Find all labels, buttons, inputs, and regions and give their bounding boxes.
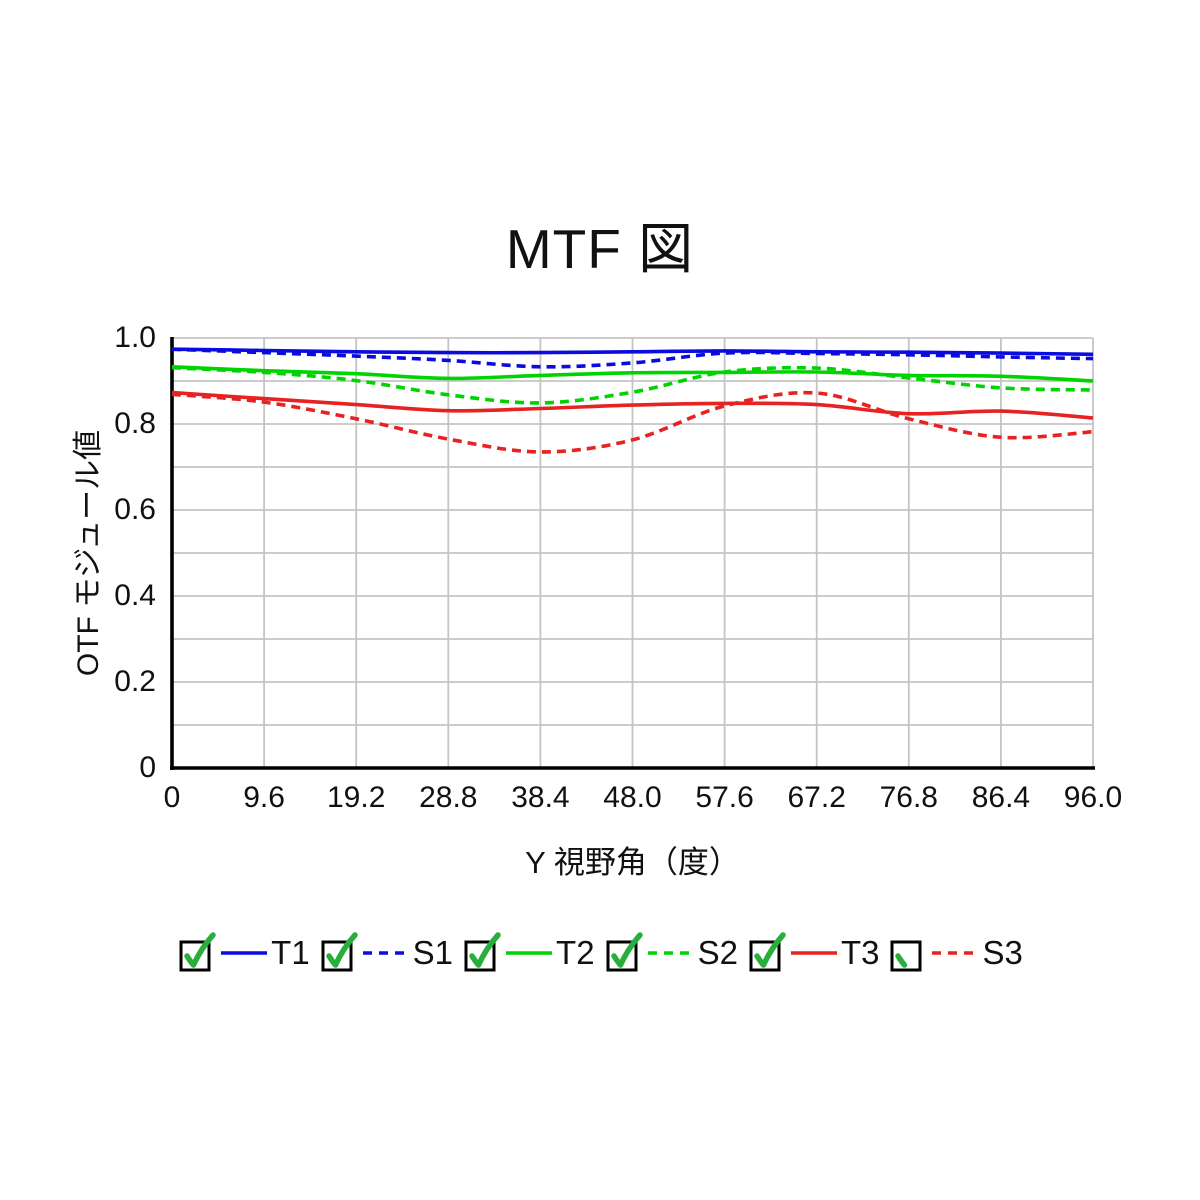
x-axis-label: Y 視野角（度） [525,845,740,880]
curve-t1 [171,347,1094,357]
y-tick-label: 0.2 [114,665,156,698]
x-tick-label: 28.8 [419,781,478,814]
legend-label: T2 [556,934,595,971]
curve-t3 [171,390,1094,420]
checkbox-checked-icon[interactable] [747,931,787,975]
x-tick-label: 57.6 [695,781,754,814]
legend-label: S3 [982,934,1023,971]
y-tick-label: 0.6 [114,493,156,526]
line-sample-s2 [647,951,694,955]
y-tick-label: 0 [139,751,156,784]
checkbox-checked-icon[interactable] [462,931,502,975]
curve-s3 [171,390,1094,454]
legend: T1 S1 T2 S2 [0,931,1200,975]
line-sample-t2 [506,951,553,955]
legend-item-s3[interactable]: S3 [888,931,1023,975]
y-tick-label: 0.8 [114,407,156,440]
x-tick-label: 0 [163,781,181,814]
x-tick-label: 76.8 [879,781,938,814]
x-tick-label: 38.4 [511,781,570,814]
chart-title: MTF 図 [505,218,695,280]
line-sample-t3 [790,951,837,955]
legend-label: T3 [840,934,880,971]
checkbox-checked-icon[interactable] [604,931,644,975]
x-tick-label: 96.0 [1063,781,1123,814]
y-tick-label: 0.4 [114,579,156,612]
legend-label: T1 [271,934,310,971]
checkbox-checked-icon[interactable] [319,931,359,975]
curve-s2 [171,365,1094,405]
line-sample-s1 [362,951,409,955]
legend-label: S1 [412,934,454,971]
x-tick-label: 19.2 [326,781,386,814]
checkbox-checked-icon[interactable] [177,931,217,975]
line-sample-s3 [932,951,979,955]
legend-item-s1[interactable]: S1 [319,931,453,975]
legend-item-t3[interactable]: T3 [747,931,880,975]
curve-s1 [171,347,1094,369]
curve-t2 [171,365,1094,383]
x-tick-label: 9.6 [243,781,285,814]
legend-label: S2 [697,934,738,971]
x-tick-label: 48.0 [603,781,662,814]
legend-item-t2[interactable]: T2 [462,931,595,975]
x-tick-label: 67.2 [787,781,846,814]
y-tick-label: 1.0 [114,321,156,354]
legend-item-t1[interactable]: T1 [177,931,310,975]
x-tick-label: 86.4 [971,781,1031,814]
checkbox-checked-icon[interactable] [888,931,928,975]
y-axis-label: OTF モジュール値 [72,429,105,677]
line-sample-t1 [221,951,268,955]
legend-item-s2[interactable]: S2 [604,931,738,975]
